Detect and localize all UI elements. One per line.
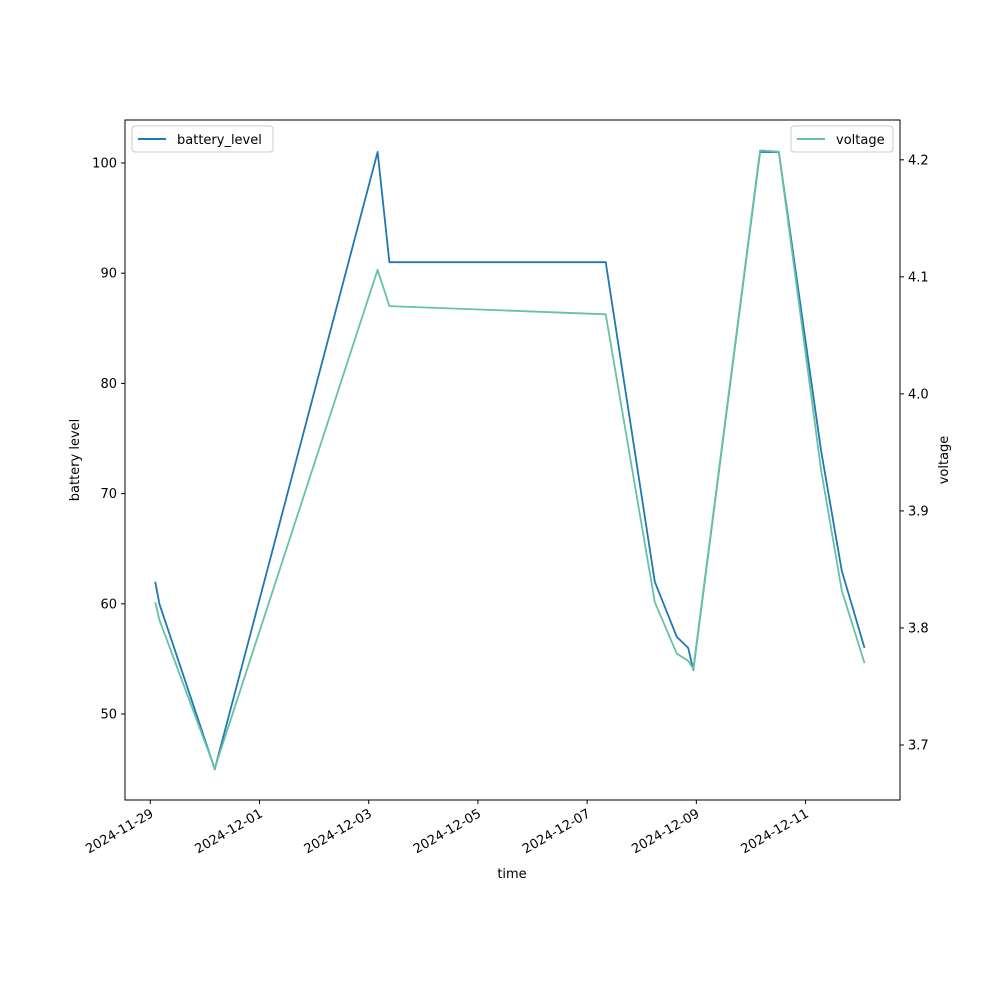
y-left-tick-label: 100: [92, 156, 117, 171]
x-axis-label: time: [497, 867, 526, 882]
y-left-tick-label: 90: [100, 267, 117, 282]
y-right-tick-label: 4.0: [908, 387, 929, 402]
legend-right-box: [790, 125, 894, 153]
y-left-tick-label: 70: [100, 487, 117, 502]
legend-left-box: [131, 125, 274, 153]
y-left-tick-label: 50: [100, 708, 117, 723]
plot-frame: [124, 119, 901, 801]
y-right-tick-label: 4.2: [908, 153, 929, 168]
y-left-axis-ticks: 50 60 70 80 90 100: [92, 156, 125, 723]
y-right-tick-label: 3.9: [908, 504, 929, 519]
y-right-tick-label: 4.1: [908, 270, 929, 285]
y-left-tick-label: 60: [100, 597, 117, 612]
series-line-voltage: [154, 149, 866, 770]
legend-battery-level: battery_level: [131, 125, 274, 153]
y-right-tick-label: 3.7: [908, 738, 929, 753]
legend-left-label: battery_level: [177, 133, 262, 148]
legend-voltage: voltage: [790, 125, 894, 153]
y-left-tick-label: 80: [100, 377, 117, 392]
y-right-tick-label: 3.8: [908, 621, 929, 636]
series-line-battery-level: [154, 151, 866, 771]
y-right-axis-label: voltage: [937, 436, 952, 485]
y-right-axis-ticks: 3.7 3.8 3.9 4.0 4.1 4.2: [900, 153, 929, 753]
lines-layer: [154, 149, 866, 771]
y-left-axis-label: battery level: [68, 419, 83, 502]
legend-right-label: voltage: [836, 133, 885, 148]
